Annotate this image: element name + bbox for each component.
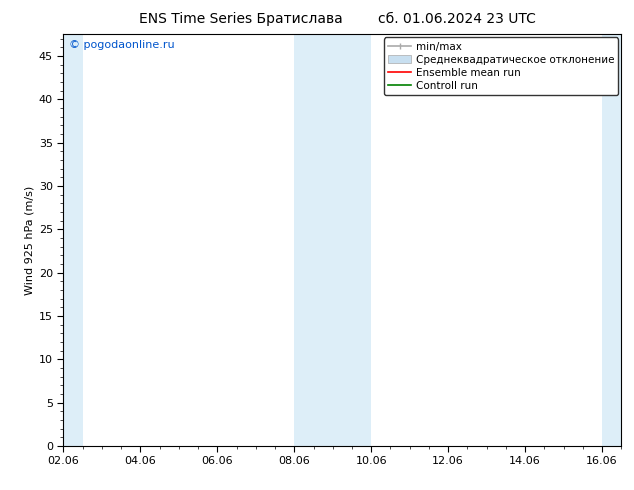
Y-axis label: Wind 925 hPa (m/s): Wind 925 hPa (m/s) — [25, 186, 35, 294]
Text: ENS Time Series Братислава: ENS Time Series Братислава — [139, 12, 343, 26]
Bar — [294, 34, 372, 446]
Legend: min/max, Среднеквадратическое отклонение, Ensemble mean run, Controll run: min/max, Среднеквадратическое отклонение… — [384, 37, 618, 95]
Text: сб. 01.06.2024 23 UTC: сб. 01.06.2024 23 UTC — [377, 12, 536, 26]
Bar — [63, 34, 82, 446]
Text: © pogodaonline.ru: © pogodaonline.ru — [69, 41, 174, 50]
Bar — [602, 34, 621, 446]
